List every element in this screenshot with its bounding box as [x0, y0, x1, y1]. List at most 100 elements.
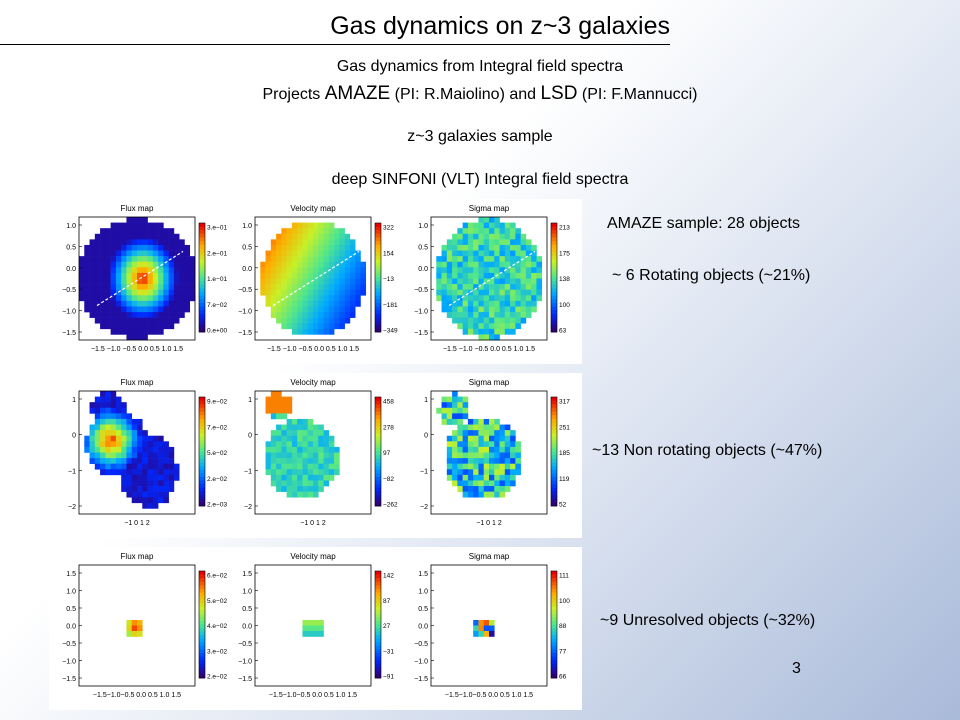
map-pixel: [452, 239, 458, 246]
map-pixel: [94, 250, 101, 257]
map-pixel: [297, 480, 303, 487]
colorbar-segment: [375, 266, 381, 271]
map-pixel: [318, 463, 324, 470]
colorbar-segment: [551, 321, 557, 326]
map-pixel: [339, 267, 345, 274]
map-pixel: [121, 474, 127, 481]
map-pixel: [525, 312, 532, 318]
map-pixel: [291, 300, 298, 307]
map-pixel: [318, 446, 324, 453]
map-pixel: [302, 480, 309, 487]
map-pixel: [478, 418, 485, 425]
map-pixel: [297, 418, 303, 425]
map-pixel: [457, 480, 463, 487]
map-pixel: [158, 497, 164, 504]
map-pixel: [297, 323, 303, 330]
map-pixel: [276, 256, 282, 263]
map-pixel: [489, 491, 495, 498]
y-tick-label: −0.5: [238, 641, 252, 648]
map-pixel: [147, 250, 154, 257]
colorbar-label: 251: [559, 424, 570, 431]
map-pixel: [281, 407, 287, 414]
y-tick-label: 0.0: [66, 266, 76, 273]
colorbar-segment: [551, 642, 557, 647]
x-tick-labels: −1 0 1 2: [476, 520, 502, 527]
colorbar-segment: [199, 223, 205, 228]
map-pixel: [163, 312, 169, 318]
map-pixel: [328, 272, 335, 279]
map-pixel: [110, 446, 117, 453]
map-pixel: [452, 272, 458, 279]
map-pixel: [489, 233, 495, 240]
map-pixel: [286, 486, 293, 492]
rotating-label: ~ 6 Rotating objects (~21%): [612, 267, 811, 284]
map-pixel: [452, 441, 458, 448]
map-pixel: [355, 261, 361, 268]
colorbar-segment: [375, 487, 381, 492]
map-pixel: [131, 300, 138, 307]
map-pixel: [494, 289, 500, 296]
map-pixel: [142, 300, 148, 307]
map-pixel: [184, 244, 191, 251]
colorbar-segment: [375, 317, 381, 322]
map-pixel: [489, 441, 495, 448]
map-pixel: [291, 463, 298, 470]
map-pixel: [84, 256, 90, 263]
map-pixel: [126, 239, 133, 246]
map-pixel: [436, 272, 442, 279]
map-pixel: [121, 289, 127, 296]
colorbar-segment: [551, 469, 557, 474]
map-pixel: [110, 306, 117, 313]
map-pixel: [168, 323, 175, 330]
map-pixel: [531, 256, 537, 263]
map-pixel: [452, 312, 458, 318]
map-pixel: [131, 334, 138, 341]
colorbar-label: −31: [383, 648, 394, 655]
map-pixel: [494, 491, 500, 498]
colorbar-segment: [551, 599, 557, 604]
colorbar-segment: [551, 255, 557, 260]
colorbar-segment: [199, 502, 205, 507]
map-pixel: [286, 317, 293, 324]
map-pixel: [536, 272, 543, 279]
map-pixel: [328, 284, 335, 290]
map-pixel: [531, 289, 537, 296]
map-pixel: [483, 486, 490, 492]
map-pixel: [297, 284, 303, 290]
map-pixel: [441, 261, 448, 268]
y-tick-label: −2: [244, 504, 252, 511]
map-pixel: [318, 312, 324, 318]
map-pixel: [334, 323, 340, 330]
map-pixel: [286, 272, 293, 279]
map-pixel: [158, 300, 164, 307]
map-pixel: [515, 469, 521, 476]
map-pixel: [286, 233, 293, 240]
map-pixel: [281, 306, 287, 313]
map-pixel: [446, 458, 453, 464]
map-pixel: [499, 430, 506, 437]
map-pixel: [115, 272, 122, 279]
map-pixel: [286, 480, 293, 487]
map-pixel: [163, 317, 169, 324]
map-pixel: [473, 446, 479, 453]
colorbar-segment: [199, 241, 205, 246]
map-pixel: [260, 278, 266, 285]
map-pixel: [163, 497, 169, 504]
map-pixel: [323, 239, 330, 246]
colorbar-segment: [551, 397, 557, 402]
y-tick-label: 0.0: [242, 266, 252, 273]
map-pixel: [297, 430, 303, 437]
map-pixel: [494, 267, 500, 274]
map-pixel: [105, 413, 111, 420]
map-pixel: [265, 256, 272, 263]
colorbar-segment: [375, 585, 381, 590]
map-pixel: [323, 300, 330, 307]
y-tick-label: 1: [72, 397, 76, 404]
map-pixel: [318, 328, 324, 335]
map-pixel: [536, 295, 543, 302]
map-pixel: [152, 441, 159, 448]
map-pixel: [286, 441, 293, 448]
map-pixel: [110, 228, 117, 235]
map-pixel: [281, 441, 287, 448]
